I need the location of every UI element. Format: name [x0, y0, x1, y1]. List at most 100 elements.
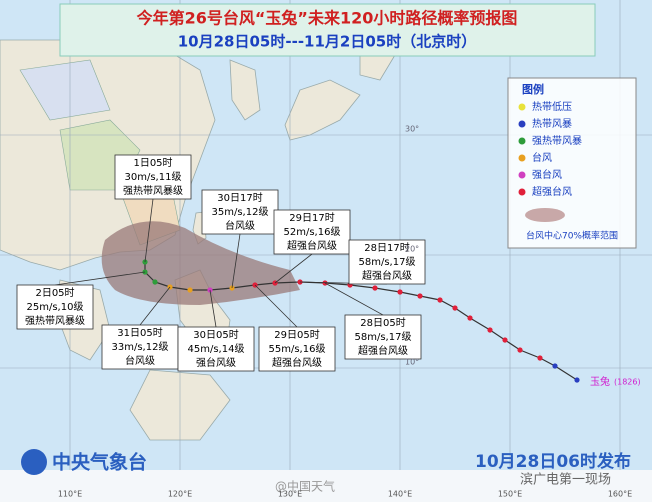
callout-text: 28日05时: [360, 317, 405, 329]
callout-leader: [324, 282, 384, 316]
callout-text: 28日17时: [364, 242, 409, 254]
callout-text: 25m/s,10级: [27, 301, 84, 313]
track-point: [417, 293, 423, 299]
legend-swatch: [518, 137, 526, 145]
lat-labels: 30° 20° 10°: [405, 125, 419, 367]
callout-text: 52m/s,16级: [284, 226, 341, 238]
callout-box: [16, 284, 94, 330]
callout-text: 30日05时: [193, 329, 238, 341]
legend-label: 超强台风: [532, 185, 572, 198]
callout-text: 55m/s,16级: [269, 343, 326, 355]
callout-text: 29日17时: [289, 212, 334, 224]
lon-label: 140°E: [388, 490, 412, 499]
track-point: [152, 279, 158, 285]
legend-label: 热带风暴: [532, 117, 572, 130]
track-point: [574, 377, 580, 383]
legend-box: [507, 77, 637, 249]
callout-leader: [144, 198, 154, 263]
track-point: [397, 289, 403, 295]
callout-text: 强热带风暴级: [25, 314, 85, 327]
legend-swatch: [518, 188, 526, 196]
callout-text: 超强台风级: [358, 344, 408, 357]
callout-text: 超强台风级: [287, 239, 337, 252]
legend-swatch: [518, 120, 526, 128]
watermark: @中国天气: [275, 479, 335, 494]
footer-bar: [0, 470, 652, 502]
callout-box: [201, 189, 279, 235]
lon-labels: 110°E 120°E 130°E 140°E 150°E 160°E: [58, 490, 632, 499]
lon-label: 160°E: [608, 490, 632, 499]
lat-label: 10°: [405, 358, 419, 367]
legend-swatch: [518, 103, 526, 111]
track: [144, 262, 578, 381]
callout-text: 台风级: [225, 219, 255, 232]
legend-title: 图例: [522, 82, 544, 96]
lon-label: 150°E: [498, 490, 522, 499]
callout-text: 30m/s,11级: [125, 171, 182, 183]
callout-text: 30日17时: [217, 192, 262, 204]
track-point: [537, 355, 543, 361]
lon-label: 130°E: [278, 490, 302, 499]
callout-text: 1日05时: [133, 157, 172, 169]
callout-leader: [231, 233, 241, 289]
callout-box: [114, 154, 192, 200]
callout-text: 超强台风级: [272, 356, 322, 369]
legend-label: 强台风: [532, 168, 562, 181]
legend-swatch: [518, 171, 526, 179]
callout-leader: [254, 284, 298, 328]
legend-label: 热带低压: [532, 100, 572, 113]
storm-name: 玉兔: [590, 375, 610, 388]
track-point: [437, 297, 443, 303]
callout-text: 58m/s,17级: [355, 331, 412, 343]
callout-box: [101, 324, 179, 370]
track-point: [517, 347, 523, 353]
track-point: [502, 337, 508, 343]
callout-text: 31日05时: [117, 327, 162, 339]
lat-label: 20°: [405, 245, 419, 254]
callout-text: 35m/s,12级: [212, 206, 269, 218]
track-point: [452, 305, 458, 311]
callout-text: 58m/s,17级: [359, 256, 416, 268]
track-point: [552, 363, 558, 369]
callout-box: [348, 239, 426, 285]
watermark: 滨广电第一现场: [520, 472, 611, 488]
title: 今年第26号台风“玉兔”未来120小时路径概率预报图: [136, 9, 518, 28]
callout-box: [177, 326, 255, 372]
probability-cone: [101, 221, 301, 305]
track-point: [372, 285, 378, 291]
track-point: [467, 315, 473, 321]
callout-text: 45m/s,14级: [188, 343, 245, 355]
logo: [21, 449, 47, 475]
callout-text: 2日05时: [35, 287, 74, 299]
callout-leader: [54, 271, 146, 286]
agency: 中央气象台: [52, 451, 147, 474]
legend-label: 强热带风暴: [532, 134, 582, 147]
storm-id: (1826): [614, 378, 641, 387]
callout-text: 超强台风级: [362, 269, 412, 282]
legend-cone: [525, 208, 565, 222]
callout-box: [273, 209, 351, 255]
callout-text: 强热带风暴级: [123, 184, 183, 197]
track-point: [187, 287, 193, 293]
callout-leader: [209, 289, 217, 328]
lon-label: 120°E: [168, 490, 192, 499]
title-box: [59, 3, 596, 57]
legend-cone-label: 台风中心70%概率范围: [526, 230, 618, 242]
subtitle: 10月28日05时---11月2日05时（北京时）: [178, 33, 477, 51]
lat-label: 30°: [405, 125, 419, 134]
callout-text: 29日05时: [274, 329, 319, 341]
legend-swatch: [518, 154, 526, 162]
issued: 10月28日06时发布: [475, 451, 631, 472]
callout-box: [344, 314, 422, 360]
track-point: [487, 327, 493, 333]
lon-label: 110°E: [58, 490, 82, 499]
callout-leader: [274, 253, 313, 284]
legend-label: 台风: [532, 151, 552, 164]
callout-text: 强台风级: [196, 356, 236, 369]
callout-leader: [139, 286, 171, 326]
callout-text: 台风级: [125, 354, 155, 367]
callout-text: 33m/s,12级: [112, 341, 169, 353]
